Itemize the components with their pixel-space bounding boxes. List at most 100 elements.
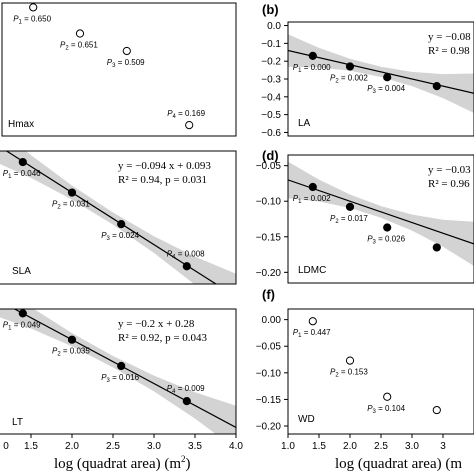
data-point (182, 397, 191, 406)
y-tick-label: −0.05 (256, 342, 282, 353)
data-point (18, 309, 27, 318)
data-point (383, 73, 392, 82)
panel-tag: Hmax (8, 119, 34, 130)
equation-line-1: y = −0.03 (428, 164, 471, 176)
data-point (432, 243, 441, 252)
x-tick-label: 3 (440, 441, 446, 452)
p-value-label: P3 = 0.104 (367, 404, 405, 415)
y-tick-label: −0.3 (261, 75, 281, 86)
p-value-label: P4 = 0.169 (167, 109, 205, 120)
regression-line (288, 49, 474, 94)
panel-lt: P1 = 0.049 P2 = 0.035 P3 = 0.016 P4 = 0.009… (0, 308, 243, 452)
data-point (308, 51, 317, 60)
panel-letter: (b) (262, 2, 279, 17)
x-tick-label: 1.0 (281, 441, 295, 452)
p-value-label: P3 = 0.509 (107, 58, 145, 69)
data-point (75, 29, 85, 38)
y-tick-label: −0.5 (261, 110, 281, 121)
equation-line-1: y = −0.094 x + 0.093 (118, 160, 211, 172)
p-value-label: P3 = 0.026 (367, 235, 405, 246)
p-value-label: P2 = 0.017 (330, 214, 368, 225)
x-tick-label: 3.5 (188, 441, 202, 452)
data-point (18, 157, 27, 167)
x-tick-label: 3.0 (405, 441, 419, 452)
data-point (117, 361, 126, 371)
x-tick-label: 1.5 (312, 441, 326, 452)
p-value-label: P3 = 0.016 (101, 373, 139, 384)
x-tick-label: 2.0 (343, 441, 357, 452)
x-axis-title-right: log (quadrat area) (m (335, 456, 462, 472)
p-value-label: P4 = 0.008 (167, 249, 205, 260)
panel-sla: P1 = 0.046 P2 = 0.031 P3 = 0.024 P4 = 0.008… (0, 150, 237, 285)
equation-line-2: R² = 0.98 (428, 45, 470, 57)
p-value-label: P2 = 0.031 (52, 200, 90, 211)
panel-hmax: P1 = 0.650 P2 = 0.651 P3 = 0.509 P4 = 0.169… (1, 2, 237, 137)
confidence-band (288, 161, 474, 267)
y-tick-label: −0.2 (261, 57, 281, 68)
p-value-label: P2 = 0.153 (330, 368, 368, 379)
panel-tag: LDMC (298, 265, 326, 276)
y-tick-label: −0.20 (256, 422, 282, 433)
y-tick-label: −0.15 (256, 232, 282, 243)
p-value-label: P1 = 0.447 (293, 328, 331, 339)
p-value-label: P1 = 0.002 (293, 194, 331, 205)
equation-line-1: y = −0.08 (428, 31, 471, 43)
y-tick-label: −0.15 (256, 395, 282, 406)
p-value-label: P1 = 0.049 (3, 320, 41, 331)
regression-line (13, 309, 236, 428)
x-tick-label: 3.0 (147, 441, 161, 452)
panel-tag: LA (298, 118, 311, 129)
p-value-label: P2 = 0.002 (330, 74, 368, 85)
p-value-label: P4 = 0.009 (167, 384, 205, 395)
y-tick-label: 0.00 (262, 315, 282, 326)
p-value-label: P1 = 0.000 (293, 63, 331, 74)
data-point (182, 262, 191, 271)
data-point (67, 188, 77, 197)
data-point (308, 317, 317, 326)
p-value-label: P1 = 0.650 (13, 14, 51, 25)
panel-letter: (d) (262, 148, 279, 163)
panel-frame (287, 154, 474, 284)
regression-line (5, 151, 218, 284)
p-value-label: P3 = 0.024 (101, 231, 139, 242)
equation-line-2: R² = 0.96 (428, 178, 470, 190)
x-tick-label: 2.0 (65, 441, 79, 452)
y-tick-label: −0.4 (261, 92, 281, 103)
p-value-label: P2 = 0.651 (60, 41, 98, 52)
panel-letter: (f) (262, 287, 275, 302)
y-tick-label: 0.0 (267, 21, 281, 32)
data-point (122, 46, 131, 56)
x-tick-label: 1.5 (24, 441, 38, 452)
y-tick-label: −0.05 (256, 161, 282, 172)
data-point (308, 182, 317, 192)
y-tick-label: −0.10 (256, 197, 282, 208)
data-point (383, 392, 392, 401)
equation-line-2: R² = 0.92, p = 0.043 (118, 332, 208, 344)
y-tick-label: −0.1 (261, 39, 281, 50)
panel-tag: WD (298, 414, 315, 425)
data-point (67, 335, 77, 344)
panel-tag: SLA (12, 266, 31, 277)
equation-line-2: R² = 0.94, p = 0.031 (118, 174, 207, 186)
panel-tag: LT (12, 417, 23, 428)
data-point (117, 220, 126, 229)
x-tick-label: 0 (3, 441, 9, 452)
panel-ldmc: P1 = 0.002 P2 = 0.017 P3 = 0.026 y = −0.03 R… (256, 148, 474, 284)
data-point (29, 3, 38, 12)
p-value-label: P3 = 0.004 (367, 84, 405, 95)
regression-line (288, 179, 474, 245)
data-point (345, 356, 355, 365)
data-point (185, 120, 194, 130)
data-point (432, 82, 441, 91)
panel-frame (1, 2, 237, 137)
y-tick-label: −0.6 (261, 128, 281, 139)
x-axis-title-left: log (quadrat area) (m2) (54, 454, 191, 472)
panel-frame (0, 150, 237, 285)
data-point (383, 223, 392, 232)
x-tick-label: 2.5 (374, 441, 388, 452)
x-tick-label: 2.5 (106, 441, 120, 452)
confidence-band (288, 34, 474, 113)
confidence-band (0, 309, 236, 434)
